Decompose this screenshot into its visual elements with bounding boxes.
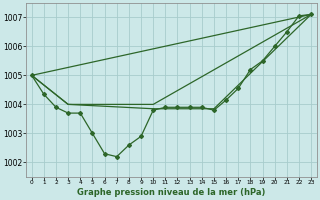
X-axis label: Graphe pression niveau de la mer (hPa): Graphe pression niveau de la mer (hPa): [77, 188, 266, 197]
